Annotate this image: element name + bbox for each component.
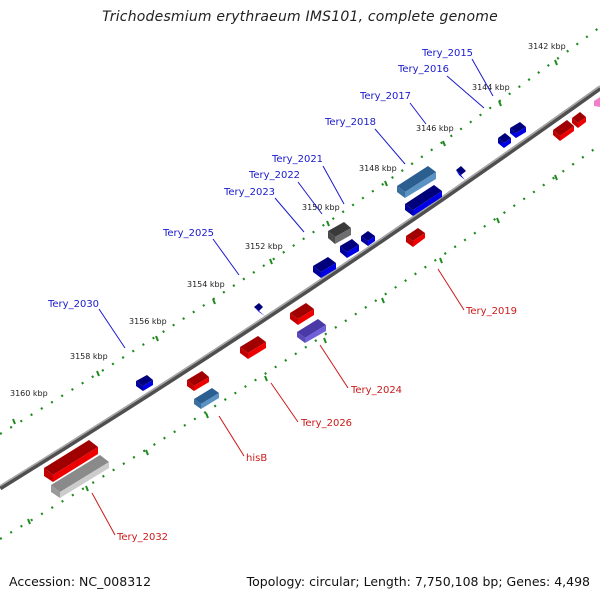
gene-label-tery-2021[interactable]: Tery_2021 (271, 154, 323, 165)
gene-block-tery-2024-red[interactable] (290, 303, 314, 325)
gene-label-tery-2018[interactable]: Tery_2018 (324, 117, 376, 128)
gene-label-tery-2032[interactable]: Tery_2032 (116, 532, 168, 543)
gene-block-tery-2016[interactable] (498, 133, 511, 148)
gene-label-tery-2015[interactable]: Tery_2015 (421, 48, 473, 59)
gene-label-tery-2026[interactable]: Tery_2026 (300, 418, 352, 429)
gene-block-tery-2019[interactable] (406, 228, 425, 247)
genome-backbone (0, 85, 600, 487)
kbp-label: 3152 kbp (245, 242, 283, 251)
gene-block-tery-2026[interactable] (240, 336, 266, 359)
gene-block-tery-2018[interactable] (397, 166, 436, 198)
gene-block-red-right-2[interactable] (553, 120, 574, 141)
gene-block-tery-2021[interactable] (361, 231, 375, 246)
kbp-label: 3142 kbp (528, 42, 566, 51)
gene-label-tery-2023[interactable]: Tery_2023 (223, 187, 275, 198)
gene-block-pink[interactable] (594, 97, 600, 107)
gene-block-tery-2024[interactable] (297, 319, 326, 343)
gene-label-tery-2019[interactable]: Tery_2019 (465, 306, 517, 317)
gene-block-red-right-1[interactable] (572, 112, 586, 128)
reverse-genes (44, 97, 600, 498)
gene-block-tery-2015[interactable] (510, 122, 526, 138)
reverse-connectors (91, 268, 465, 536)
kbp-label: 3154 kbp (187, 280, 225, 289)
genome-backbone-shadow (0, 85, 600, 491)
outer-scale-track (0, 26, 600, 435)
gene-label-tery-2016[interactable]: Tery_2016 (397, 64, 449, 75)
gene-label-tery-2025[interactable]: Tery_2025 (162, 228, 214, 239)
gene-block-tery-2017[interactable] (456, 166, 466, 180)
kbp-label: 3148 kbp (359, 164, 397, 173)
topology-text: Topology: circular; Length: 7,750,108 bp… (246, 574, 590, 589)
forward-connectors (98, 58, 494, 349)
kbp-label: 3158 kbp (70, 352, 108, 361)
kbp-label: 3160 kbp (10, 389, 48, 398)
inner-scale-track (0, 144, 600, 540)
gene-block-tery-2023[interactable] (313, 257, 336, 278)
genome-title: Trichodesmium erythraeum IMS101, complet… (102, 9, 498, 25)
kbp-label: 3146 kbp (416, 124, 454, 133)
gene-label-tery-2017[interactable]: Tery_2017 (359, 91, 411, 102)
gene-block-hisb[interactable] (194, 388, 219, 409)
gene-block-tery-2025[interactable] (254, 303, 265, 316)
kbp-label: 3156 kbp (129, 317, 167, 326)
kbp-label: 3150 kbp (302, 203, 340, 212)
accession-text: Accession: NC_008312 (9, 574, 152, 589)
gene-label-tery-2024[interactable]: Tery_2024 (350, 385, 402, 396)
kbp-label: 3144 kbp (472, 83, 510, 92)
gene-label-tery-2030[interactable]: Tery_2030 (47, 299, 99, 310)
gene-block-gray[interactable] (328, 222, 351, 244)
gene-block-hisb-red[interactable] (187, 371, 209, 391)
gene-block-tery-2019-fwd[interactable] (405, 185, 442, 216)
gene-block-tery-2032[interactable] (51, 455, 109, 498)
gene-label-hisb[interactable]: hisB (246, 453, 267, 464)
gene-block-tery-2022[interactable] (340, 239, 359, 258)
gene-label-tery-2022[interactable]: Tery_2022 (248, 170, 300, 181)
gene-block-tery-2030[interactable] (136, 375, 153, 391)
outer-major-ticks (12, 59, 558, 425)
forward-genes (136, 122, 526, 391)
gene-block-tery-2032-red[interactable] (44, 440, 98, 482)
inner-major-ticks (27, 174, 558, 525)
